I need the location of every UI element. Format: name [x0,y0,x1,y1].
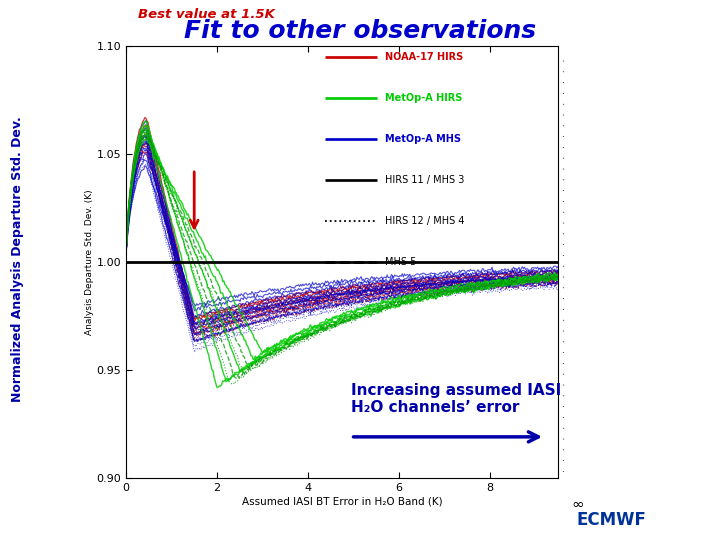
Text: WMO Workshop 19-21 May 2008:  ECMWF OSEs: WMO Workshop 19-21 May 2008: ECMWF OSEs [7,515,285,525]
Text: MHS 5: MHS 5 [385,257,417,267]
Text: NOAA-17 HIRS: NOAA-17 HIRS [385,52,464,62]
Text: HIRS 11 / MHS 3: HIRS 11 / MHS 3 [385,175,464,185]
Text: MetOp-A MHS: MetOp-A MHS [385,134,462,144]
Text: MetOp-A HIRS: MetOp-A HIRS [385,93,462,103]
Text: HIRS 12 / MHS 4: HIRS 12 / MHS 4 [385,216,464,226]
Text: Slide 44: Slide 44 [403,515,451,525]
Text: Fit to other observations: Fit to other observations [184,19,536,43]
Text: Normalized Analysis Departure Std. Dev.: Normalized Analysis Departure Std. Dev. [12,116,24,402]
Text: ∞: ∞ [571,497,584,512]
Text: ECMWF: ECMWF [576,511,646,529]
Text: Best value at 1.5K: Best value at 1.5K [138,8,275,21]
Y-axis label: Analysis Departure Std. Dev. (K): Analysis Departure Std. Dev. (K) [85,189,94,335]
X-axis label: Assumed IASI BT Error in H₂O Band (K): Assumed IASI BT Error in H₂O Band (K) [242,497,442,507]
Text: Increasing assumed IASI
H₂O channels’ error: Increasing assumed IASI H₂O channels’ er… [351,383,561,415]
